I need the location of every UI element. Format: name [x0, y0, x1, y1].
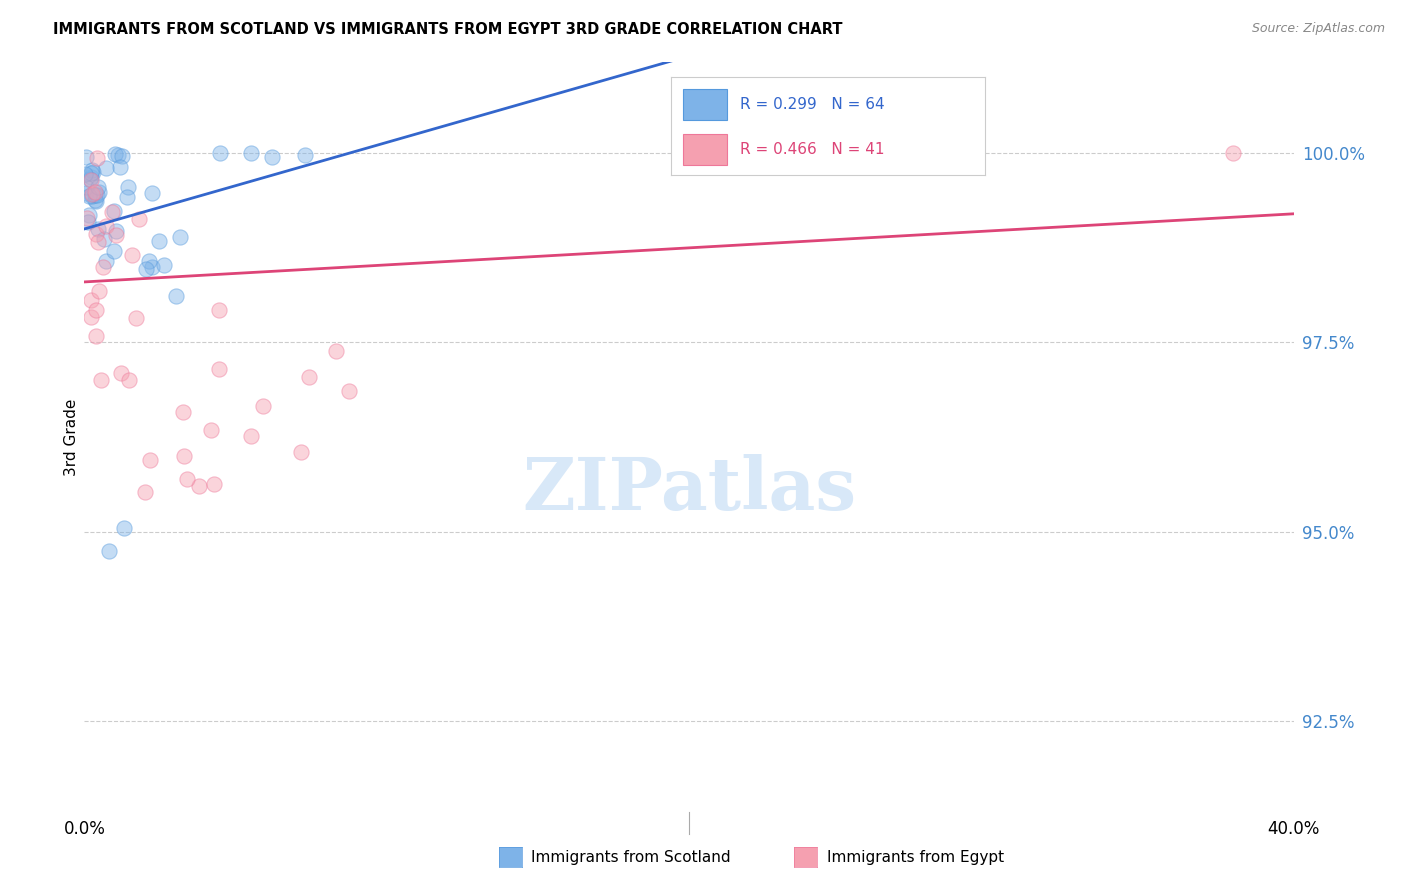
- Point: [93, 232, 115, 246]
- Point: [207, 362, 229, 376]
- Point: [80, 169, 103, 184]
- Point: [97, 543, 120, 558]
- Point: [80, 163, 103, 178]
- Point: [80, 173, 103, 187]
- Point: [135, 261, 157, 276]
- Point: [103, 244, 125, 259]
- Point: [148, 234, 170, 248]
- Point: [117, 179, 139, 194]
- Point: [76, 211, 98, 225]
- Point: [172, 405, 194, 419]
- Point: [112, 521, 135, 535]
- Point: [115, 190, 138, 204]
- Point: [239, 146, 262, 161]
- Point: [76, 214, 98, 228]
- Point: [153, 258, 176, 272]
- Point: [138, 254, 160, 268]
- Point: [104, 227, 127, 242]
- Point: [209, 146, 232, 161]
- Point: [80, 310, 103, 325]
- Point: [134, 485, 156, 500]
- Point: [107, 147, 129, 161]
- Point: [77, 189, 100, 203]
- Point: [91, 260, 114, 275]
- Point: [252, 399, 274, 413]
- Point: [77, 208, 100, 222]
- Point: [96, 253, 118, 268]
- Point: [200, 423, 222, 437]
- Point: [87, 222, 110, 236]
- Point: [260, 150, 283, 164]
- Point: [80, 165, 103, 179]
- Point: [84, 193, 107, 207]
- Point: [82, 165, 104, 179]
- Point: [86, 303, 108, 318]
- Point: [104, 146, 127, 161]
- Point: [84, 227, 107, 241]
- Point: [298, 369, 321, 384]
- Text: Immigrants from Egypt: Immigrants from Egypt: [827, 850, 1004, 864]
- Point: [103, 204, 125, 219]
- Point: [111, 149, 134, 163]
- Point: [83, 185, 105, 199]
- Point: [83, 188, 105, 202]
- Point: [1222, 146, 1244, 161]
- Point: [108, 161, 131, 175]
- Point: [80, 189, 103, 203]
- Point: [128, 212, 150, 227]
- Point: [105, 223, 128, 237]
- Point: [240, 428, 263, 442]
- Point: [89, 186, 111, 200]
- Point: [101, 204, 124, 219]
- Y-axis label: 3rd Grade: 3rd Grade: [63, 399, 79, 475]
- Point: [141, 260, 163, 275]
- Point: [75, 180, 97, 194]
- Point: [290, 445, 312, 459]
- Point: [169, 230, 191, 244]
- Point: [294, 148, 316, 162]
- Point: [325, 343, 347, 358]
- Point: [84, 329, 107, 343]
- Text: Immigrants from Scotland: Immigrants from Scotland: [531, 850, 731, 864]
- Point: [90, 373, 112, 387]
- Point: [94, 219, 117, 234]
- Point: [124, 310, 146, 325]
- Point: [87, 180, 110, 194]
- Point: [73, 167, 96, 181]
- Point: [202, 476, 225, 491]
- Point: [188, 479, 211, 493]
- Point: [165, 289, 187, 303]
- Point: [87, 284, 110, 298]
- Text: IMMIGRANTS FROM SCOTLAND VS IMMIGRANTS FROM EGYPT 3RD GRADE CORRELATION CHART: IMMIGRANTS FROM SCOTLAND VS IMMIGRANTS F…: [53, 22, 844, 37]
- Point: [121, 248, 143, 262]
- Point: [82, 187, 104, 202]
- Point: [80, 293, 103, 307]
- Point: [208, 303, 231, 318]
- Point: [75, 186, 97, 200]
- Point: [84, 194, 107, 208]
- Point: [141, 186, 163, 201]
- Point: [86, 151, 108, 165]
- Point: [110, 367, 132, 381]
- Text: Source: ZipAtlas.com: Source: ZipAtlas.com: [1251, 22, 1385, 36]
- Point: [337, 384, 360, 399]
- Point: [173, 450, 195, 464]
- Point: [75, 150, 97, 164]
- Point: [86, 188, 108, 202]
- Point: [139, 453, 162, 467]
- Point: [176, 472, 198, 486]
- Point: [94, 161, 117, 175]
- Point: [79, 171, 101, 186]
- Text: ZIPatlas: ZIPatlas: [522, 454, 856, 525]
- Point: [118, 373, 141, 387]
- Point: [87, 235, 110, 249]
